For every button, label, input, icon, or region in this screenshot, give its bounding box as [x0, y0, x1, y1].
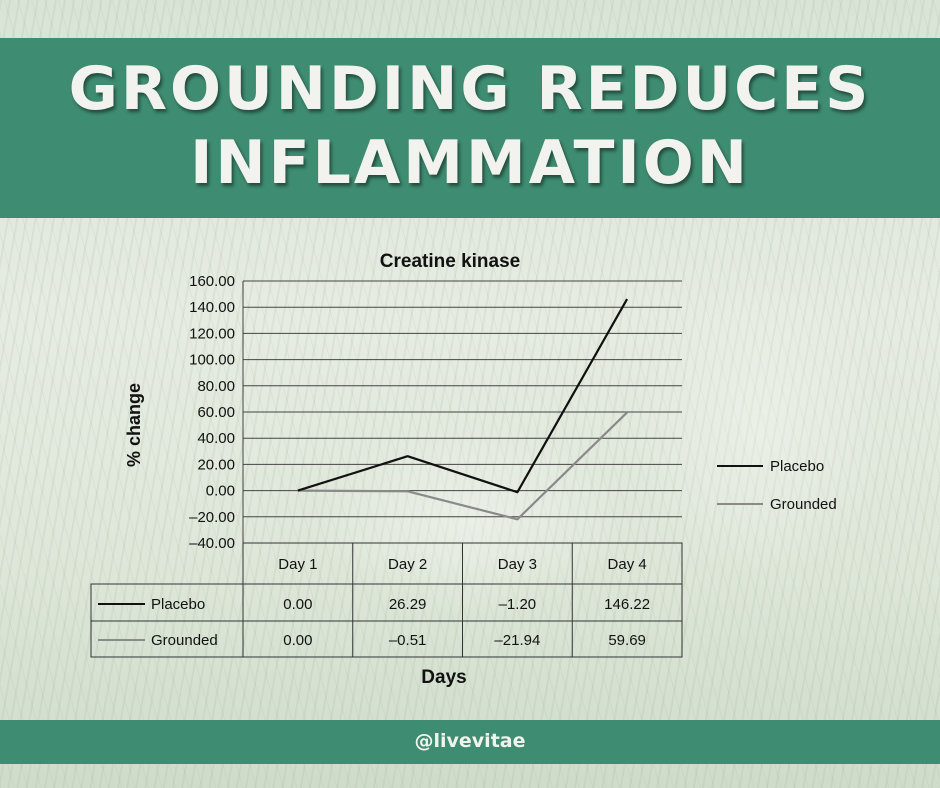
y-tick-label: 160.00: [189, 273, 235, 290]
x-tick-label: Day 2: [388, 556, 427, 573]
series-line-placebo: [297, 298, 629, 494]
legend: Placebo Grounded: [717, 458, 837, 513]
series-lines: [297, 298, 629, 521]
chart-title: Creatine kinase: [380, 251, 520, 272]
x-axis-label: Days: [421, 667, 466, 688]
y-axis-label: % change: [124, 383, 144, 467]
table-cell-value: 0.00: [283, 596, 312, 613]
y-tick-label: 40.00: [197, 430, 235, 447]
table-cell-value: –21.94: [494, 632, 540, 649]
legend-label: Grounded: [770, 496, 837, 513]
table-series-name: Grounded: [151, 632, 218, 649]
y-tick-label: –20.00: [189, 509, 235, 526]
title-banner: [0, 38, 940, 218]
x-tick-label: Day 1: [278, 556, 317, 573]
table-cell-value: –1.20: [499, 596, 537, 613]
y-tick-label: 80.00: [197, 378, 235, 395]
y-tick-label: 100.00: [189, 352, 235, 369]
headline-line-2: INFLAMMATION: [190, 128, 750, 198]
x-tick-label: Day 3: [498, 556, 537, 573]
y-tick-label: 140.00: [189, 299, 235, 316]
table-cell-value: 146.22: [604, 596, 650, 613]
headline-line-1: GROUNDING REDUCES: [68, 54, 872, 124]
y-tick-label: –40.00: [189, 535, 235, 552]
x-tick-label: Day 4: [608, 556, 647, 573]
headline: GROUNDING REDUCES INFLAMMATION: [0, 52, 940, 200]
table-cell-value: 0.00: [283, 632, 312, 649]
y-tick-label: 60.00: [197, 404, 235, 421]
footer-banner: [0, 720, 940, 764]
table-cell-value: –0.51: [389, 632, 427, 649]
y-tick-labels: 160.00 140.00 120.00 100.00 80.00 60.00 40.00 2…: [189, 273, 235, 552]
y-tick-label: 0.00: [206, 483, 235, 500]
data-table: Day 1 Day 2 Day 3 Day 4 Placebo 0.00 26.29 –1.2…: [90, 542, 683, 658]
table-series-name: Placebo: [151, 596, 205, 613]
footer-handle: @livevitae: [414, 730, 526, 752]
legend-label: Placebo: [770, 458, 824, 475]
y-tick-label: 20.00: [197, 456, 235, 473]
y-tick-label: 120.00: [189, 325, 235, 342]
series-line-grounded: [297, 411, 628, 521]
table-cell-value: 59.69: [608, 632, 646, 649]
table-cell-value: 26.29: [389, 596, 427, 613]
